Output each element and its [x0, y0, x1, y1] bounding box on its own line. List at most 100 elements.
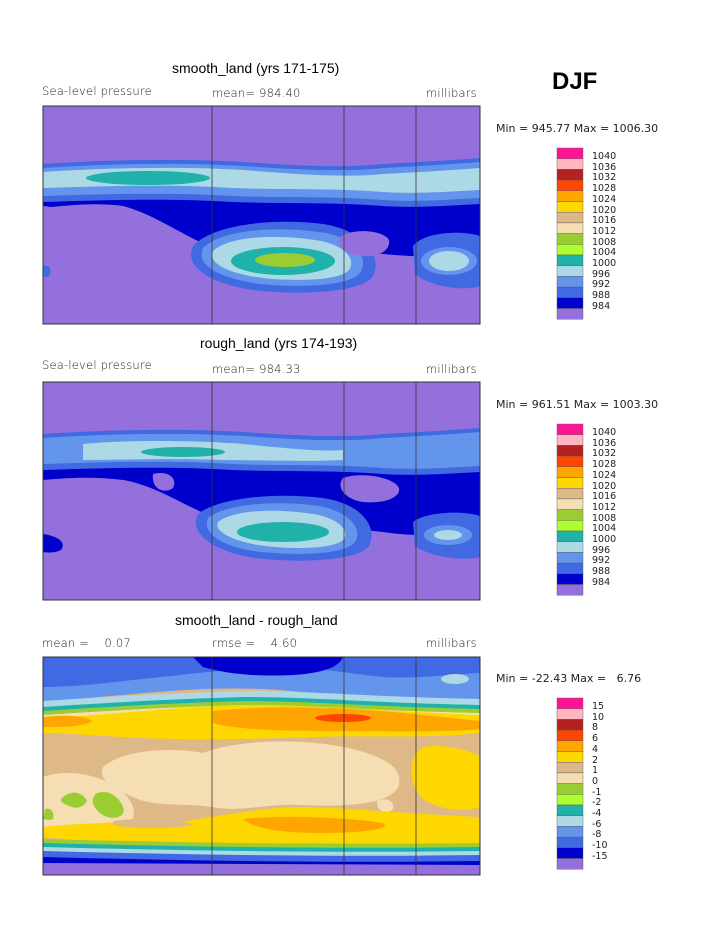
legend-swatch	[556, 498, 584, 510]
legend-label: 984	[592, 576, 611, 588]
panel3-title: smooth_land - rough_land	[175, 612, 338, 628]
legend-label: 1020	[592, 480, 617, 492]
legend-label: 1024	[592, 469, 617, 481]
legend-label: 1036	[592, 161, 617, 173]
legend-label: -8	[592, 829, 602, 841]
legend-swatch	[556, 530, 584, 542]
panel1-center-label: mean= 984.40	[212, 86, 301, 100]
panel1-right-label: millibars	[426, 86, 477, 100]
legend-label: 15	[592, 701, 605, 712]
legend-label: 1008	[592, 236, 617, 248]
panel1-legend	[556, 147, 584, 320]
legend-swatch	[556, 455, 584, 467]
legend-swatch	[556, 201, 584, 213]
legend-swatch	[556, 783, 584, 795]
legend-swatch	[556, 552, 584, 564]
legend-label: 1040	[592, 151, 617, 162]
legend-label: 1036	[592, 437, 617, 449]
legend-swatch	[556, 584, 584, 596]
legend-label: -6	[592, 818, 602, 830]
legend-swatch	[556, 445, 584, 457]
legend-swatch	[556, 179, 584, 191]
legend-label: 988	[592, 566, 611, 578]
legend-swatch	[556, 520, 584, 532]
legend-swatch	[556, 719, 584, 731]
legend-swatch	[556, 222, 584, 234]
legend-label: 1016	[592, 491, 617, 503]
legend-swatch	[556, 772, 584, 784]
legend-swatch	[556, 211, 584, 224]
panel2-map	[42, 381, 481, 601]
panel2-legend	[556, 423, 584, 596]
panel2-legend-labels: 1040 1036 1032 1028 1024 1020 1016 1012 …	[592, 427, 617, 589]
legend-label: 2	[592, 754, 599, 766]
legend-swatch	[556, 826, 584, 838]
legend-swatch	[556, 477, 584, 489]
legend-swatch	[556, 254, 584, 266]
legend-label: 992	[592, 555, 611, 567]
legend-swatch	[556, 708, 584, 720]
panel3-center-label: rmse = 4.60	[212, 636, 298, 650]
legend-label: 1028	[592, 459, 617, 471]
legend-swatch	[556, 697, 584, 709]
legend-label: 1016	[592, 215, 617, 227]
legend-label: 992	[592, 279, 611, 291]
legend-label: 1004	[592, 523, 617, 535]
legend-label: -15	[592, 850, 608, 862]
legend-label: -2	[592, 797, 602, 809]
legend-label: 1012	[592, 501, 617, 513]
legend-swatch	[556, 244, 584, 256]
legend-label: -10	[592, 840, 608, 852]
legend-swatch	[556, 847, 584, 859]
legend-swatch	[556, 423, 584, 435]
panel2-left-label: Sea-level pressure	[42, 358, 152, 372]
legend-label: 996	[592, 544, 611, 556]
panel3-legend	[556, 697, 584, 870]
panel1-left-label: Sea-level pressure	[42, 84, 152, 98]
legend-label: -1	[592, 786, 602, 798]
legend-swatch	[556, 158, 584, 170]
legend-label: 996	[592, 268, 611, 280]
legend-swatch	[556, 573, 584, 585]
legend-swatch	[556, 169, 584, 181]
legend-label: 984	[592, 300, 611, 312]
panel3-legend-labels: 15 10 8 6 4 2 1 0 -1 -2 -4 -6 -8 -10 -15	[592, 701, 608, 863]
legend-label: 6	[592, 733, 599, 745]
legend-swatch	[556, 729, 584, 741]
panel1-title: smooth_land (yrs 171-175)	[172, 60, 340, 76]
legend-swatch	[556, 190, 584, 202]
legend-label: 988	[592, 290, 611, 302]
legend-swatch	[556, 487, 584, 500]
legend-swatch	[556, 740, 584, 752]
legend-label: 1032	[592, 448, 617, 460]
panel2-title: rough_land (yrs 174-193)	[200, 335, 358, 351]
legend-label: 0	[592, 775, 599, 787]
legend-label: 1028	[592, 183, 617, 195]
legend-swatch	[556, 434, 584, 446]
legend-swatch	[556, 308, 584, 320]
legend-label: 1008	[592, 512, 617, 524]
panel2-minmax: Min = 961.51 Max = 1003.30	[496, 398, 659, 411]
legend-swatch	[556, 794, 584, 806]
legend-swatch	[556, 815, 584, 827]
legend-label: 1004	[592, 247, 617, 259]
legend-swatch	[556, 858, 584, 870]
legend-swatch	[556, 147, 584, 159]
panel1-legend-labels: 1040 1036 1032 1028 1024 1020 1016 1012 …	[592, 151, 617, 313]
legend-label: 1000	[592, 534, 617, 546]
legend-label: 10	[592, 711, 605, 723]
legend-swatch	[556, 233, 584, 245]
season-label: DJF	[552, 68, 598, 95]
legend-swatch	[556, 297, 584, 309]
legend-swatch	[556, 761, 584, 774]
legend-swatch	[556, 804, 584, 816]
legend-swatch	[556, 276, 584, 288]
legend-label: 1	[592, 765, 599, 777]
panel3-left-label: mean = 0.07	[42, 636, 131, 650]
panel3-map	[42, 656, 481, 876]
legend-label: 1020	[592, 204, 617, 216]
legend-swatch	[556, 466, 584, 478]
legend-label: 4	[592, 743, 599, 755]
panel2-right-label: millibars	[426, 362, 477, 376]
legend-swatch	[556, 562, 584, 575]
